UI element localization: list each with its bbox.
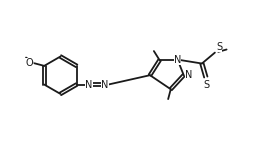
Text: N: N: [174, 55, 181, 65]
Text: O: O: [25, 58, 33, 68]
Text: S: S: [203, 80, 209, 90]
Text: S: S: [216, 42, 222, 52]
Text: N: N: [85, 80, 93, 90]
Text: N: N: [101, 80, 109, 90]
Text: N: N: [185, 70, 192, 80]
